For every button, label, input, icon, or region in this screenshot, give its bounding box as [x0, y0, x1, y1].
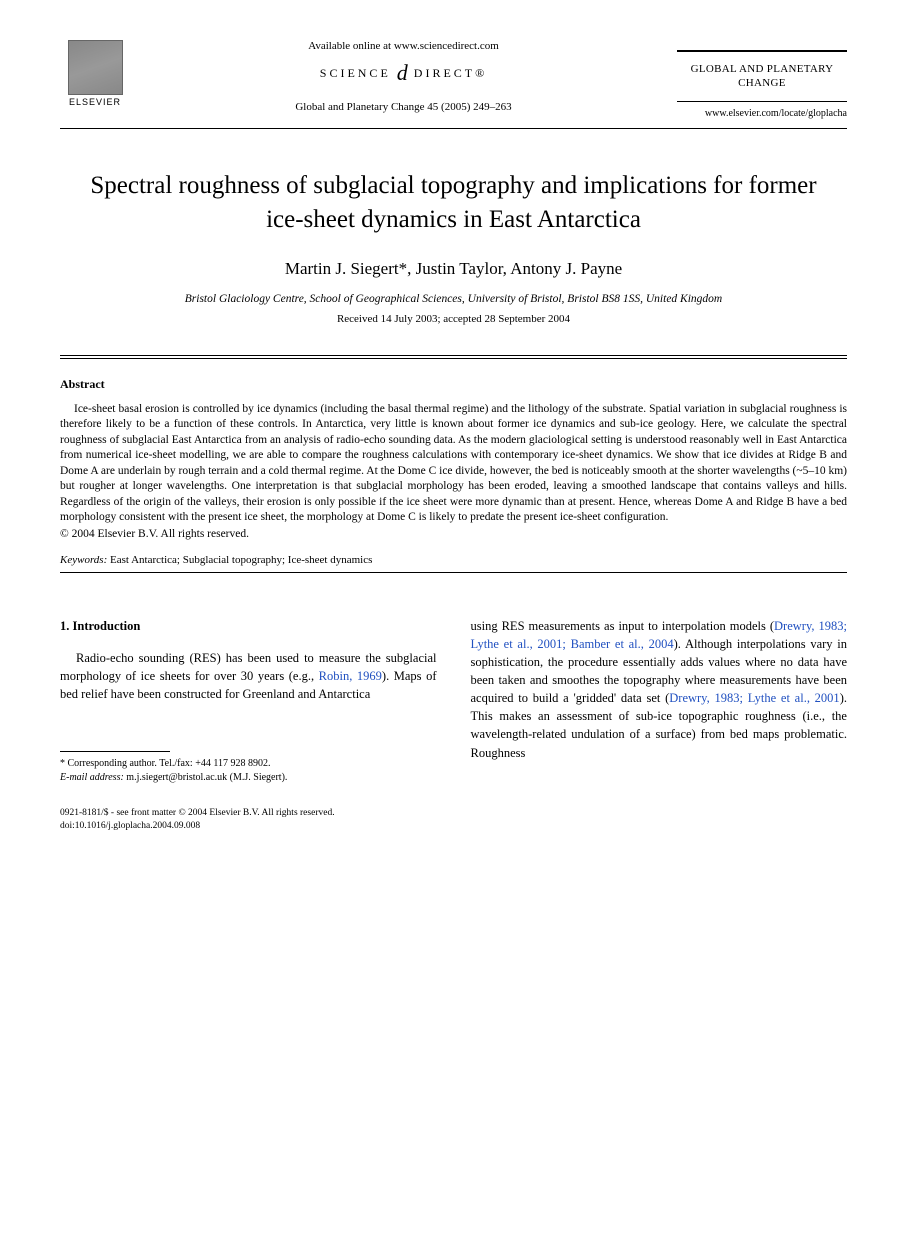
column-right: using RES measurements as input to inter…	[471, 617, 848, 786]
footer-doi-line: doi:10.1016/j.gloplacha.2004.09.008	[60, 820, 847, 833]
journal-name: GLOBAL AND PLANETARY CHANGE	[677, 62, 847, 91]
section-1-heading: 1. Introduction	[60, 617, 437, 635]
sd-at-icon: d	[397, 60, 408, 86]
article-title: Spectral roughness of subglacial topogra…	[60, 169, 847, 237]
header-row: ELSEVIER Available online at www.science…	[60, 40, 847, 120]
abstract-copyright: © 2004 Elsevier B.V. All rights reserved…	[60, 528, 847, 540]
email-value: m.j.siegert@bristol.ac.uk (M.J. Siegert)…	[124, 772, 288, 783]
keywords-line: Keywords: East Antarctica; Subglacial to…	[60, 554, 847, 566]
keywords-label: Keywords:	[60, 554, 107, 566]
corresponding-author-note: * Corresponding author. Tel./fax: +44 11…	[60, 757, 437, 771]
header-rule	[60, 128, 847, 129]
abstract-body: Ice-sheet basal erosion is controlled by…	[60, 402, 847, 526]
p2-pre: using RES measurements as input to inter…	[471, 619, 775, 633]
center-header: Available online at www.sciencedirect.co…	[130, 40, 677, 113]
journal-url: www.elsevier.com/locate/gloplacha	[677, 108, 847, 119]
publisher-logo: ELSEVIER	[60, 40, 130, 120]
abstract-rule-thin	[60, 358, 847, 359]
keywords-values: East Antarctica; Subglacial topography; …	[107, 554, 372, 566]
science-direct-logo: SCIENCE d DIRECT®	[320, 60, 487, 86]
authors-line: Martin J. Siegert*, Justin Taylor, Anton…	[60, 259, 847, 279]
column-left: 1. Introduction Radio-echo sounding (RES…	[60, 617, 437, 786]
cite-drewry-lythe[interactable]: Drewry, 1983; Lythe et al., 2001	[669, 691, 839, 705]
box-rule-top	[677, 50, 847, 52]
journal-citation: Global and Planetary Change 45 (2005) 24…	[150, 101, 657, 113]
affiliation: Bristol Glaciology Centre, School of Geo…	[60, 293, 847, 305]
cite-robin-1969[interactable]: Robin, 1969	[319, 669, 382, 683]
abstract-rule-bottom	[60, 572, 847, 573]
footnote-rule	[60, 751, 170, 752]
article-dates: Received 14 July 2003; accepted 28 Septe…	[60, 313, 847, 325]
body-columns: 1. Introduction Radio-echo sounding (RES…	[60, 617, 847, 786]
intro-para-1: Radio-echo sounding (RES) has been used …	[60, 649, 437, 703]
footer-issn-line: 0921-8181/$ - see front matter © 2004 El…	[60, 807, 847, 820]
elsevier-tree-icon	[68, 40, 123, 95]
journal-title-box: GLOBAL AND PLANETARY CHANGE www.elsevier…	[677, 40, 847, 119]
publisher-name: ELSEVIER	[69, 97, 121, 107]
sd-left: SCIENCE	[320, 66, 391, 81]
page-footer: 0921-8181/$ - see front matter © 2004 El…	[60, 807, 847, 834]
email-note: E-mail address: m.j.siegert@bristol.ac.u…	[60, 771, 437, 785]
available-online-text: Available online at www.sciencedirect.co…	[150, 40, 657, 52]
box-rule-bottom	[677, 101, 847, 102]
abstract-heading: Abstract	[60, 377, 847, 392]
email-label: E-mail address:	[60, 772, 124, 783]
intro-para-1-cont: using RES measurements as input to inter…	[471, 617, 848, 762]
abstract-rule-heavy	[60, 355, 847, 356]
sd-right: DIRECT®	[414, 66, 487, 81]
